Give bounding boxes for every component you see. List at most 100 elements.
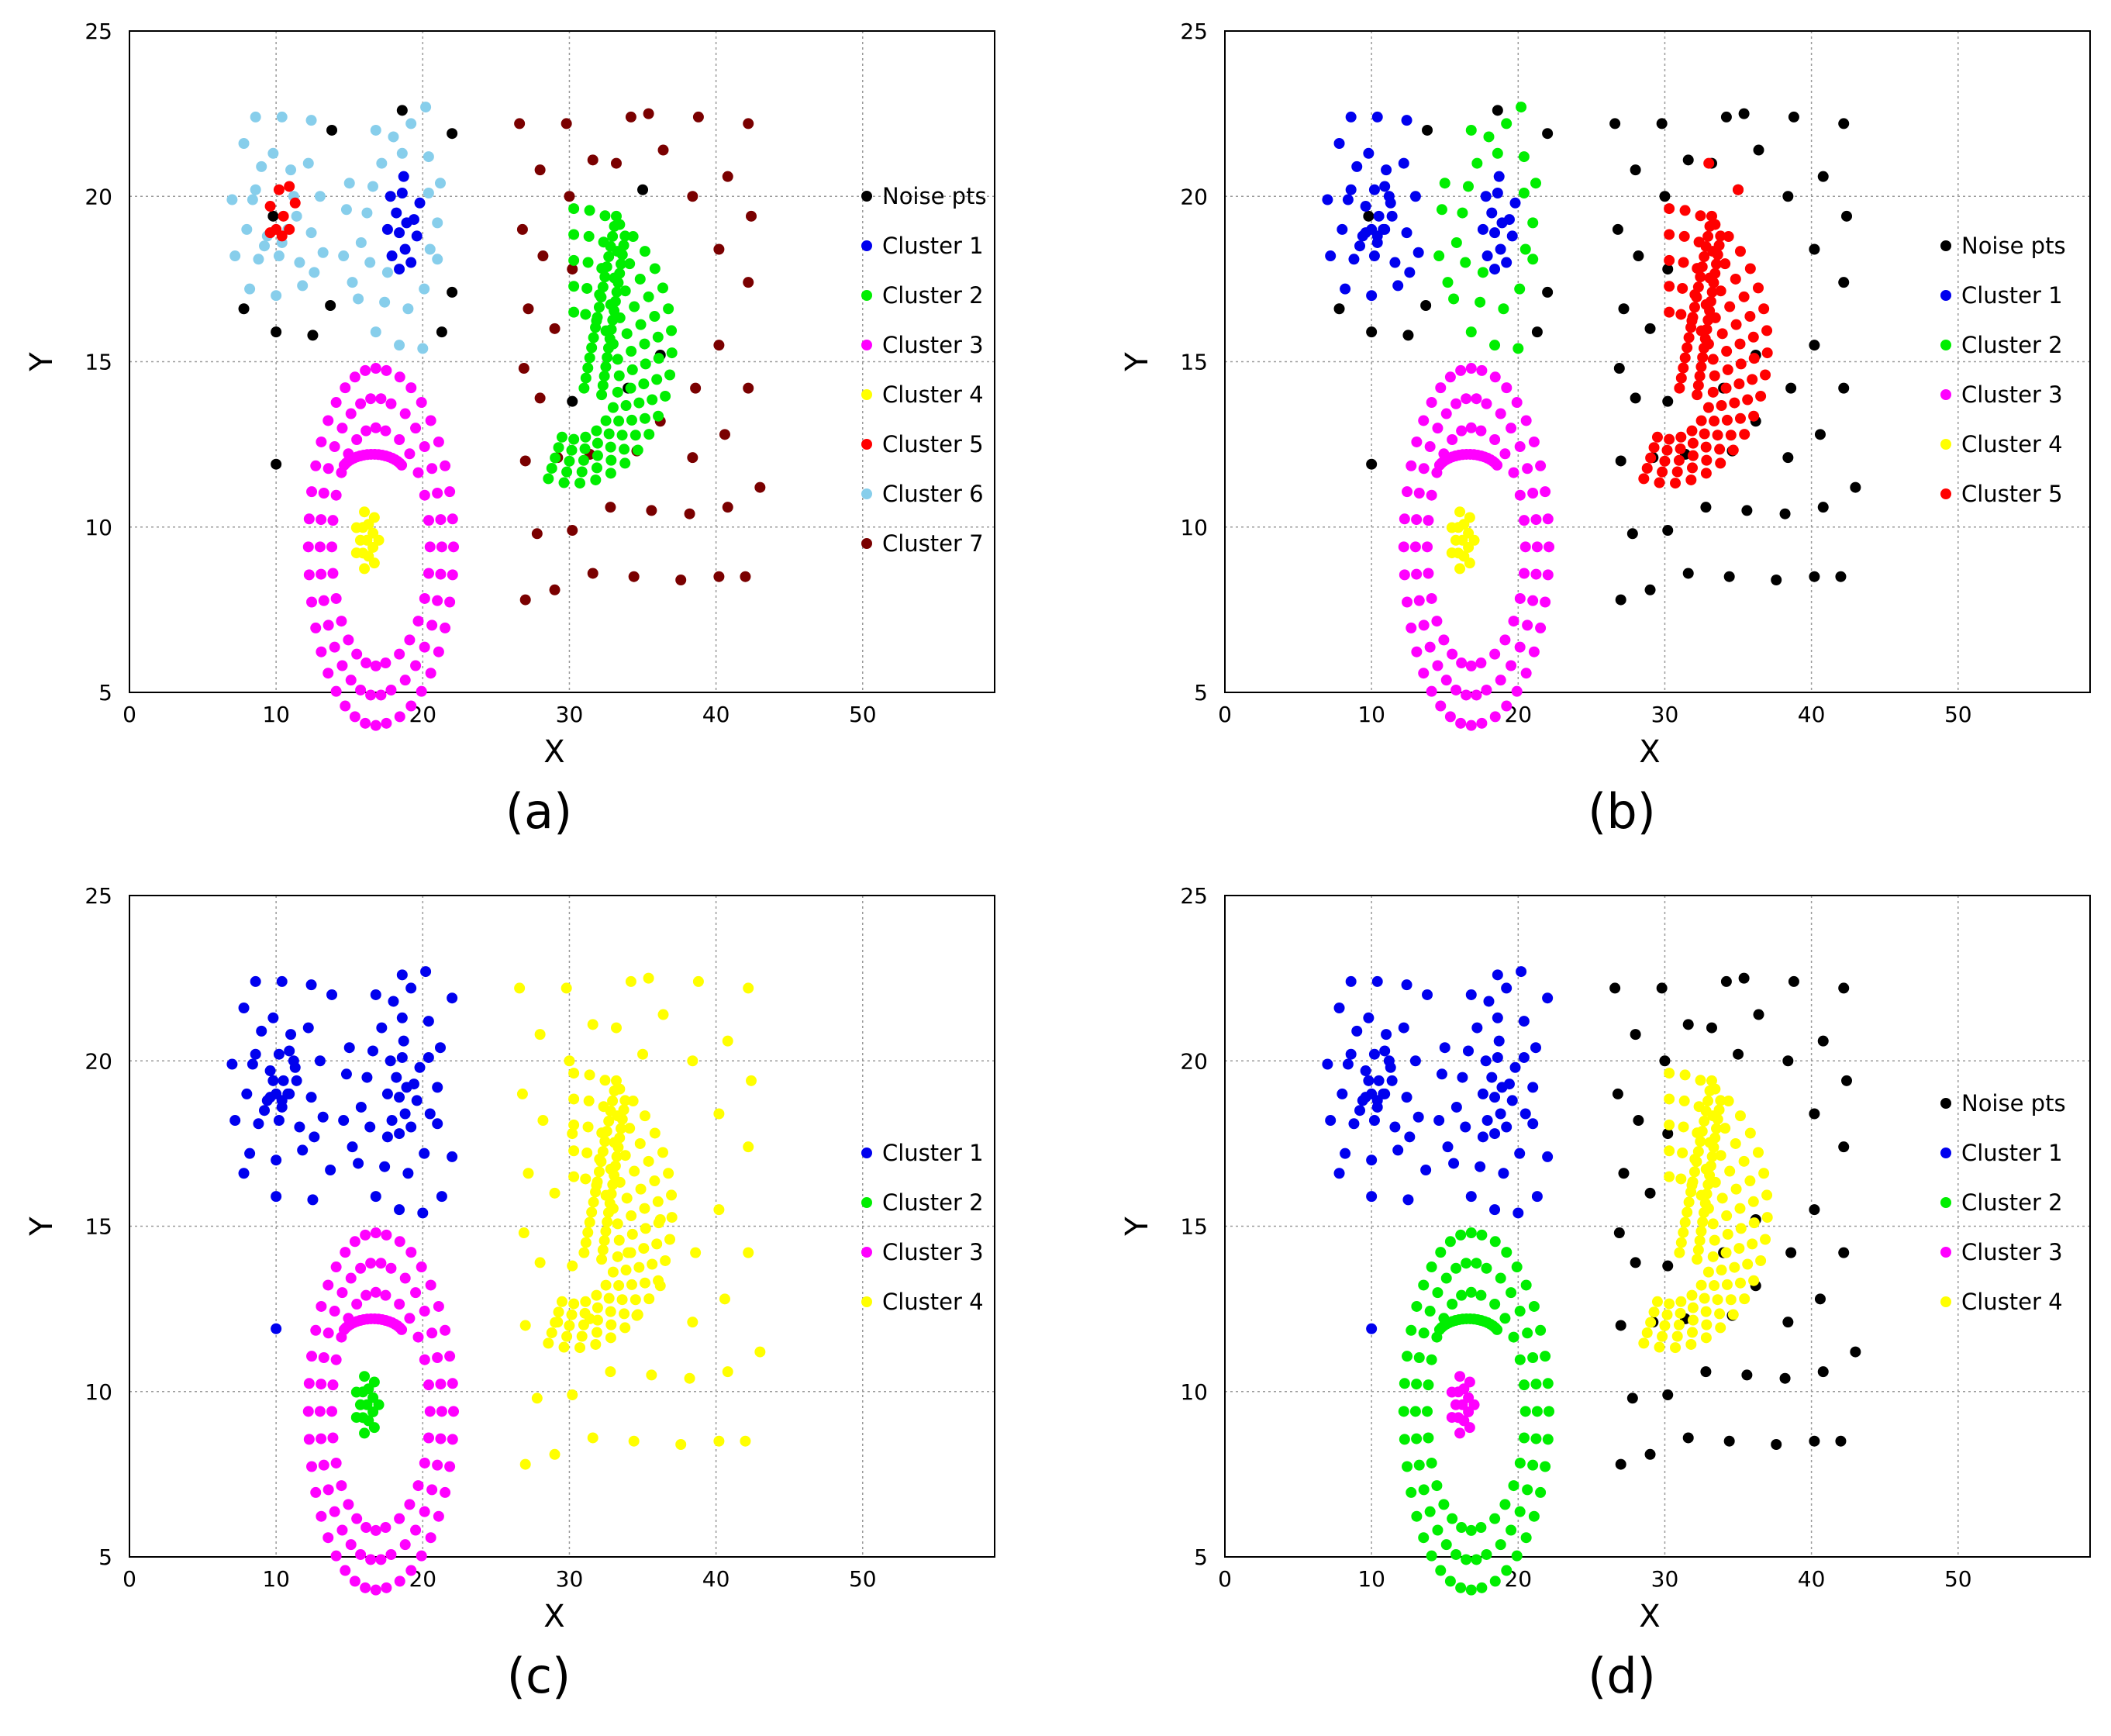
data-point [1704,1169,1716,1181]
data-point [722,502,733,513]
data-point [612,1218,623,1230]
data-point [1696,261,1708,273]
data-point [1645,452,1657,464]
data-point [1348,254,1360,265]
data-point [394,1299,405,1310]
data-point [1519,568,1530,579]
data-point [273,184,285,195]
data-point [1771,1438,1782,1450]
data-point [1695,210,1706,222]
data-point [338,459,350,471]
legend-label: Cluster 2 [1961,332,2063,358]
data-point [616,430,628,441]
data-point [602,1216,613,1227]
data-point [1457,207,1468,219]
data-point [1709,1280,1720,1292]
data-point [574,1342,586,1354]
data-point [1678,1227,1689,1238]
data-point [605,441,616,453]
data-point [1675,1296,1687,1307]
data-point [1544,1406,1555,1417]
data-point [599,271,611,283]
legend-label: Cluster 4 [882,1289,984,1315]
data-point [1366,1154,1378,1166]
data-point [323,620,334,631]
data-point [273,250,285,262]
data-point [743,982,754,994]
data-point [609,1169,620,1181]
data-point [396,1051,408,1063]
data-point [327,515,339,526]
data-point [336,1524,348,1536]
data-point [639,1203,650,1214]
data-point [1322,194,1333,205]
data-point [1695,415,1707,426]
data-point [1544,541,1555,553]
data-point [1501,982,1513,994]
data-point [365,1258,377,1269]
data-point [419,283,430,295]
data-point [1477,1088,1488,1099]
data-point [1638,473,1650,485]
data-point [1493,171,1505,182]
data-point [1527,1082,1539,1093]
data-point [1447,1299,1458,1310]
data-point [1659,1320,1671,1331]
data-point [1716,400,1727,412]
data-point [597,281,609,293]
data-point [316,1379,327,1390]
data-point [1436,1068,1447,1080]
data-point [1476,1229,1488,1241]
data-point [1706,1151,1718,1162]
data-point [1476,1582,1488,1593]
legend-marker [861,1197,872,1208]
data-point [568,1298,580,1310]
data-point [447,286,458,298]
data-point [1733,1048,1744,1060]
data-point [567,1260,578,1272]
data-point [411,230,423,242]
data-point [303,513,315,525]
x-tick-label: 0 [122,702,136,727]
data-point [637,1048,649,1060]
data-point [426,1484,438,1496]
data-point [329,641,340,653]
data-point [584,205,595,216]
data-point [549,584,561,595]
data-point [1475,657,1487,669]
data-point [1522,463,1533,475]
data-point [343,1042,355,1054]
data-point [1661,1309,1673,1320]
data-point [616,249,628,261]
data-point [558,477,570,488]
data-point [1678,257,1689,268]
data-point [1662,264,1674,275]
legend-label: Cluster 2 [882,282,984,309]
data-point [1542,513,1554,525]
data-point [1423,1432,1434,1444]
data-point [687,191,698,202]
data-point [1838,982,1850,994]
data-point [314,191,326,202]
data-point [1531,1191,1543,1203]
data-point [1682,154,1694,166]
data-point [1495,408,1506,419]
data-point [1418,1532,1430,1544]
data-point [316,436,327,447]
data-point [605,240,616,252]
data-point [605,1188,617,1199]
data-point [1670,1342,1682,1354]
legend-marker [861,340,872,350]
data-point [1495,1539,1506,1551]
data-point [1677,1147,1688,1158]
data-point [1509,1061,1521,1073]
data-point [582,362,594,374]
data-point [1695,1279,1707,1291]
data-point [1662,1128,1674,1140]
data-point [1431,1480,1443,1492]
data-point [1413,488,1425,499]
data-point [351,1299,363,1310]
data-point [394,1513,405,1524]
data-point [633,397,645,409]
